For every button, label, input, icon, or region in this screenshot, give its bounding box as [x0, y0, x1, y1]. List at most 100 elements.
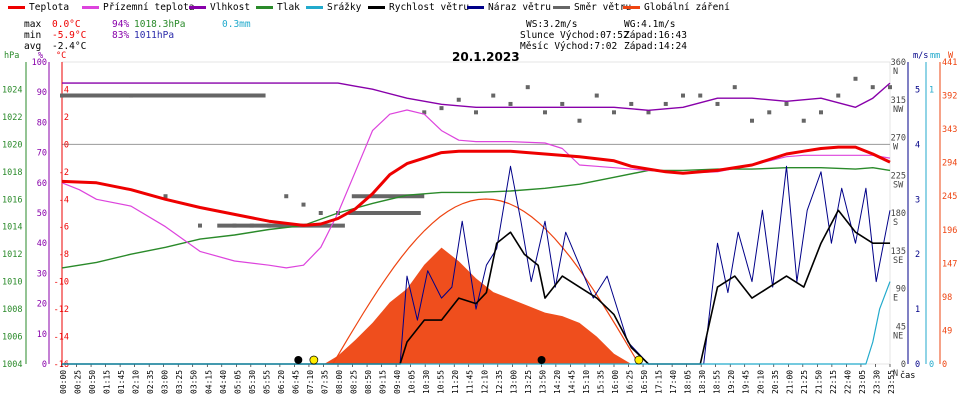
legend-label: Srážky: [327, 2, 362, 13]
temperature-tick-label: -2: [59, 168, 69, 178]
x-tick-label: 13:00: [509, 370, 518, 394]
direction-deg-tick: 225: [891, 171, 906, 181]
x-tick-label: 14:45: [567, 370, 576, 394]
x-tick-label: 08:00: [335, 370, 344, 394]
wind-direction-point: [508, 101, 513, 106]
x-tick-label: 18:05: [684, 370, 693, 394]
temperature-tick-label: -14: [54, 333, 69, 343]
x-tick-label: 11:20: [451, 370, 460, 394]
direction-deg-tick: 45: [896, 322, 906, 332]
legend-label: Směr větru: [574, 2, 632, 13]
direction-compass-tick: NW: [893, 105, 904, 115]
wind-tick-label: 5: [915, 85, 920, 95]
x-tick-label: 09:40: [393, 370, 402, 394]
x-tick-label: 12:10: [480, 370, 489, 394]
radiation-area: [324, 247, 632, 364]
wind-axis-unit: m/s: [913, 51, 928, 61]
direction-deg-tick: 270: [891, 134, 906, 144]
wind-direction-point: [836, 93, 841, 98]
direction-compass-tick: W: [893, 143, 899, 153]
x-tick-label: 13:50: [538, 370, 547, 394]
x-tick-label: 16:50: [640, 370, 649, 394]
wind-direction-point: [525, 85, 530, 90]
pressure-tick-label: 1014: [2, 223, 22, 233]
pressure-tick-label: 1008: [2, 305, 22, 315]
stat-max-press: 1018.3hPa: [134, 19, 186, 30]
legend-swatch: [623, 6, 640, 9]
temperature-tick-label: -16: [54, 360, 69, 370]
radiation-tick-label: 392: [942, 92, 957, 102]
x-tick-label: 21:25: [800, 370, 809, 394]
pressure-tick-label: 1022: [2, 113, 22, 123]
sunrise-marker: [309, 355, 319, 365]
stat-min-hum: 83%: [112, 30, 130, 41]
radiation-tick-label: 196: [942, 226, 957, 236]
wind-direction-point: [646, 110, 651, 115]
moonrise-readout: Měsíc Východ:7:02: [520, 41, 618, 52]
x-tick-label: 22:15: [829, 370, 838, 394]
direction-deg-tick: 180: [891, 209, 906, 219]
moonset-readout: Západ:14:24: [624, 41, 687, 52]
rain-tick-label: 0: [929, 360, 934, 370]
wind-direction-point: [577, 118, 582, 123]
wind-direction-point: [853, 76, 858, 81]
temperature-tick-label: -8: [59, 250, 69, 260]
sunset-readout: Západ:16:43: [624, 30, 687, 41]
humidity-tick-label: 100: [32, 58, 47, 68]
wind-direction-point: [784, 101, 789, 106]
stat-avg-temp: -2.4°C: [52, 41, 87, 52]
pressure-tick-label: 1018: [2, 168, 22, 178]
direction-deg-tick: 0: [901, 360, 906, 370]
direction-compass-tick: SE: [893, 256, 903, 266]
direction-deg-tick: 315: [891, 96, 906, 106]
humidity-tick-label: 70: [37, 149, 47, 159]
direction-compass-tick: NE: [893, 331, 903, 341]
x-tick-label: 05:30: [248, 370, 257, 394]
legend-swatch: [368, 6, 385, 9]
x-tick-label: 03:25: [175, 370, 184, 394]
legend-swatch: [82, 6, 99, 9]
x-tick-label: 06:45: [291, 370, 300, 394]
x-tick-label: 23:05: [858, 370, 867, 394]
x-tick-label: 23:30: [872, 370, 881, 394]
wind-direction-point: [819, 110, 823, 115]
chart-title: 20.1.2023: [452, 50, 520, 64]
legend-swatch: [553, 6, 570, 9]
wind-direction-point: [715, 101, 720, 106]
temperature-tick-label: -10: [54, 278, 69, 288]
wind-direction-point: [750, 118, 754, 123]
humidity-tick-label: 90: [37, 88, 47, 98]
temperature-tick-label: 2: [64, 113, 69, 123]
wind-tick-label: 1: [915, 305, 920, 315]
x-tick-label: 08:50: [364, 370, 373, 394]
temperature-tick-label: -4: [59, 195, 69, 205]
wind-tick-label: 4: [915, 140, 920, 150]
direction-deg-tick: 90: [896, 285, 906, 295]
direction-deg-tick: 135: [891, 247, 906, 257]
series-line-tlak: [61, 167, 891, 269]
stat-max-temp: 0.0°C: [52, 19, 81, 30]
wind-direction-point: [422, 110, 427, 115]
wind-direction-point: [456, 97, 461, 102]
x-tick-label: 05:55: [262, 370, 271, 394]
moonrise-marker: [294, 356, 303, 364]
pressure-tick-label: 1004: [2, 360, 22, 370]
series-line-rychlost-v-tru: [62, 209, 890, 365]
x-tick-label: 04:40: [219, 370, 228, 394]
legend-label: Přízemní teplota: [103, 2, 195, 13]
x-tick-label: 20:10: [756, 370, 765, 394]
x-tick-label: 19:20: [727, 370, 736, 394]
stat-avg-label: avg: [24, 41, 42, 52]
pressure-tick-label: 1016: [2, 195, 22, 205]
wind-direction-point: [163, 194, 168, 199]
x-tick-label: 10:30: [422, 370, 431, 394]
clear-sky-radiation-line: [332, 198, 640, 365]
x-tick-label: 02:10: [132, 370, 141, 394]
stat-max-label: max: [24, 19, 42, 30]
wind-direction-point: [870, 85, 875, 90]
x-tick-label: 06:20: [277, 370, 286, 394]
legend: Teplota Přízemní teplota Vlhkost Tlak Srážky…: [0, 2, 966, 16]
humidity-tick-label: 40: [37, 239, 47, 249]
pressure-tick-label: 1024: [2, 85, 22, 95]
